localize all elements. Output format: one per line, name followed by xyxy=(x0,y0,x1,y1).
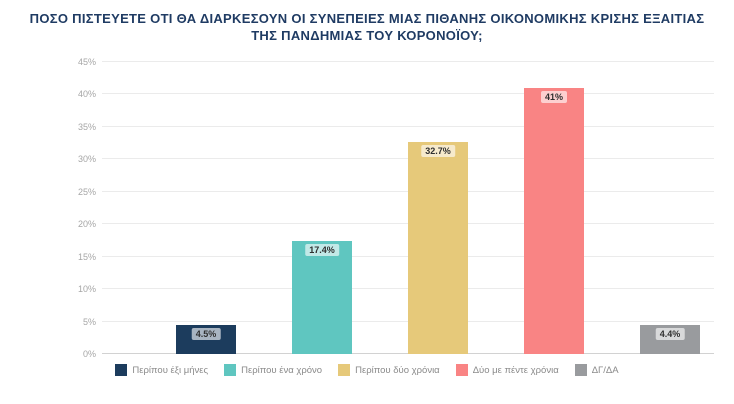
legend-label: Περίπου ένα χρόνο xyxy=(241,364,323,376)
legend-item-4: Δύο με πέντε χρόνια xyxy=(455,364,559,376)
bar-3: 32.7% xyxy=(408,141,468,354)
bar-value-label: 4.5% xyxy=(191,327,221,340)
bar-2: 17.4% xyxy=(292,241,352,354)
bar-5: 4.4% xyxy=(640,325,700,354)
gridline xyxy=(102,125,714,127)
y-tick-label: 10% xyxy=(77,284,96,295)
legend-item-2: Περίπου ένα χρόνο xyxy=(224,364,322,376)
legend-item-3: Περίπου δύο χρόνια xyxy=(338,364,440,376)
legend-swatch-icon xyxy=(338,364,351,376)
y-tick-label: 45% xyxy=(77,57,96,67)
legend-label: Περίπου δύο χρόνια xyxy=(355,364,440,376)
bars-group: 4.5% 17.4% 32.7% 41% 4.4% xyxy=(102,62,714,354)
plot-area: 4.5% 17.4% 32.7% 41% 4.4% xyxy=(102,61,714,354)
chart-title-line-1: ΠΟΣΟ ΠΙΣΤΕΥΕΤΕ ΟΤΙ ΘΑ ΔΙΑΡΚΕΣΟΥΝ ΟΙ ΣΥΝΕ… xyxy=(29,11,705,26)
legend-label: Περίπου έξι μήνες xyxy=(132,364,209,376)
legend-swatch-icon xyxy=(224,364,237,376)
bar-value-label: 41% xyxy=(540,90,568,103)
legend-item-5: ΔΓ/ΔΑ xyxy=(574,364,619,376)
legend-swatch-icon xyxy=(455,364,468,376)
legend-swatch-icon xyxy=(574,364,587,376)
y-tick-label: 15% xyxy=(77,251,96,262)
y-tick-label: 5% xyxy=(82,316,96,327)
y-axis: 0% 5% 10% 15% 20% 25% 30% 35% 40% 45% xyxy=(52,57,96,359)
gridline xyxy=(102,61,714,62)
legend-label: ΔΓ/ΔΑ xyxy=(591,364,619,376)
legend: Περίπου έξι μήνες Περίπου ένα χρόνο Περίπο… xyxy=(0,364,734,376)
bar-value-label: 4.4% xyxy=(655,328,685,341)
y-tick-label: 25% xyxy=(77,186,96,197)
bar-1: 4.5% xyxy=(176,324,236,354)
y-tick-label: 30% xyxy=(77,154,96,165)
bar-value-label: 32.7% xyxy=(421,144,455,157)
y-tick-label: 40% xyxy=(77,89,96,100)
chart-title: ΠΟΣΟ ΠΙΣΤΕΥΕΤΕ ΟΤΙ ΘΑ ΔΙΑΡΚΕΣΟΥΝ ΟΙ ΣΥΝΕ… xyxy=(0,10,734,44)
chart-title-line-2: ΤΗΣ ΠΑΝΔΗΜΙΑΣ ΤΟΥ ΚΟΡΟΝΟΪΟΥ; xyxy=(251,28,483,43)
y-tick-label: 0% xyxy=(82,349,96,359)
gridline xyxy=(102,93,714,95)
legend-label: Δύο με πέντε χρόνια xyxy=(472,364,559,376)
bar-4: 41% xyxy=(524,87,584,354)
legend-item-1: Περίπου έξι μήνες xyxy=(115,364,208,376)
legend-swatch-icon xyxy=(115,364,128,376)
y-tick-label: 35% xyxy=(77,121,96,132)
bar-value-label: 17.4% xyxy=(305,244,339,257)
y-tick-label: 20% xyxy=(77,219,96,230)
